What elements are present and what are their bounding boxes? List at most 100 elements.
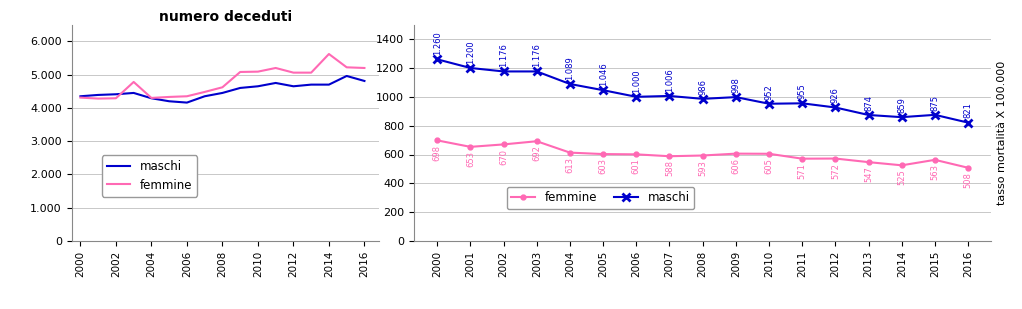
maschi — [431, 57, 444, 61]
femmine — [359, 66, 371, 70]
maschi — [251, 84, 264, 88]
Text: 998: 998 — [732, 77, 740, 93]
femmine — [663, 154, 676, 158]
maschi — [198, 95, 211, 98]
Text: 1.176: 1.176 — [532, 43, 542, 67]
femmine — [631, 153, 643, 156]
femmine — [464, 145, 476, 149]
maschi — [597, 88, 609, 92]
maschi — [762, 102, 775, 106]
Text: 698: 698 — [432, 145, 442, 161]
maschi — [863, 113, 875, 117]
femmine — [730, 152, 742, 155]
Text: 1.000: 1.000 — [632, 69, 641, 93]
femmine — [530, 139, 543, 143]
maschi — [234, 86, 246, 90]
Text: 593: 593 — [698, 160, 707, 176]
maschi — [305, 83, 317, 87]
femmine — [323, 52, 335, 56]
femmine — [270, 66, 282, 70]
maschi — [464, 66, 476, 70]
Title: numero deceduti: numero deceduti — [158, 10, 291, 23]
maschi — [359, 79, 371, 83]
maschi — [164, 99, 176, 103]
Text: 508: 508 — [964, 172, 973, 188]
Text: 653: 653 — [466, 151, 475, 167]
femmine — [234, 70, 246, 74]
femmine — [340, 66, 353, 69]
maschi — [895, 115, 908, 119]
maschi — [217, 91, 229, 95]
femmine — [962, 166, 974, 170]
Text: 874: 874 — [864, 95, 873, 111]
Text: 588: 588 — [665, 160, 673, 176]
maschi — [323, 83, 335, 87]
maschi — [829, 106, 841, 109]
femmine — [251, 70, 264, 74]
Text: 571: 571 — [798, 163, 806, 179]
femmine — [128, 80, 140, 84]
Text: 1.200: 1.200 — [466, 40, 475, 64]
Legend: femmine, maschi: femmine, maschi — [507, 187, 694, 209]
maschi — [128, 91, 140, 95]
femmine — [762, 152, 775, 156]
femmine — [895, 163, 908, 167]
Text: 605: 605 — [764, 158, 774, 174]
Text: 1.046: 1.046 — [599, 62, 608, 86]
Legend: maschi, femmine: maschi, femmine — [102, 155, 197, 197]
Text: 859: 859 — [897, 97, 907, 113]
femmine — [431, 138, 444, 142]
femmine — [796, 157, 808, 161]
maschi — [530, 70, 543, 73]
Text: 952: 952 — [764, 84, 774, 99]
femmine — [597, 152, 609, 156]
Text: 613: 613 — [565, 157, 574, 173]
Text: 603: 603 — [599, 158, 608, 174]
femmine — [92, 97, 104, 100]
Line: maschi: maschi — [433, 55, 972, 127]
Text: 572: 572 — [831, 163, 840, 179]
maschi — [929, 113, 941, 117]
femmine — [164, 95, 176, 99]
Line: maschi: maschi — [81, 76, 365, 103]
Text: 926: 926 — [831, 87, 840, 103]
Line: femmine: femmine — [81, 54, 365, 99]
maschi — [145, 96, 157, 100]
Text: 525: 525 — [897, 169, 907, 185]
femmine — [697, 154, 709, 157]
Text: 986: 986 — [698, 79, 707, 95]
femmine — [145, 96, 157, 100]
femmine — [217, 85, 229, 89]
maschi — [92, 93, 104, 97]
maschi — [663, 94, 676, 98]
Text: 606: 606 — [732, 158, 740, 174]
maschi — [270, 81, 282, 85]
Line: femmine: femmine — [434, 138, 971, 170]
maschi — [796, 101, 808, 105]
Text: 955: 955 — [798, 83, 806, 99]
Y-axis label: tasso mortalità X 100.000: tasso mortalità X 100.000 — [996, 61, 1007, 205]
femmine — [109, 96, 122, 100]
maschi — [697, 97, 709, 101]
femmine — [929, 158, 941, 162]
maschi — [498, 70, 510, 73]
maschi — [730, 95, 742, 99]
Text: 670: 670 — [499, 149, 508, 165]
Text: 692: 692 — [532, 146, 542, 161]
maschi — [340, 74, 353, 78]
Text: 547: 547 — [864, 166, 873, 182]
maschi — [109, 92, 122, 96]
maschi — [962, 121, 974, 125]
Text: 1.176: 1.176 — [499, 43, 508, 67]
femmine — [863, 160, 875, 164]
maschi — [631, 95, 643, 99]
femmine — [287, 71, 299, 74]
femmine — [181, 95, 193, 98]
Text: 601: 601 — [632, 159, 641, 174]
femmine — [75, 96, 87, 99]
femmine — [829, 157, 841, 160]
maschi — [181, 101, 193, 104]
maschi — [287, 84, 299, 88]
Text: 563: 563 — [930, 164, 939, 180]
Text: 821: 821 — [964, 103, 973, 118]
